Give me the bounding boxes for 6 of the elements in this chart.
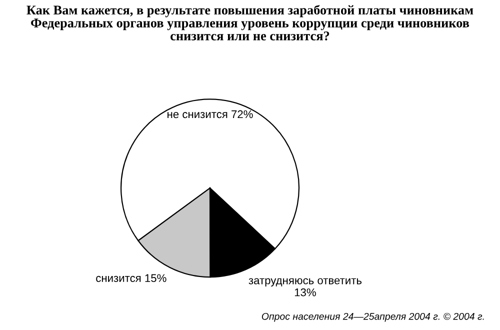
data-label: 13% [294, 288, 316, 296]
slice-label: затрудняюсь ответить [248, 278, 362, 286]
slice-label: снизится 15% [96, 274, 166, 282]
slice-label: не снизится 72% [168, 110, 253, 118]
text: Опрос населения 24—25апреля 2004 г. © 2004 г. [262, 312, 484, 322]
chart-title: Как Вам кажется, в результате повышения заработной платы чиновникам Федеральных органов управления уровень коррупции среди чиновников снизится или не снизится? [26, 4, 474, 40]
